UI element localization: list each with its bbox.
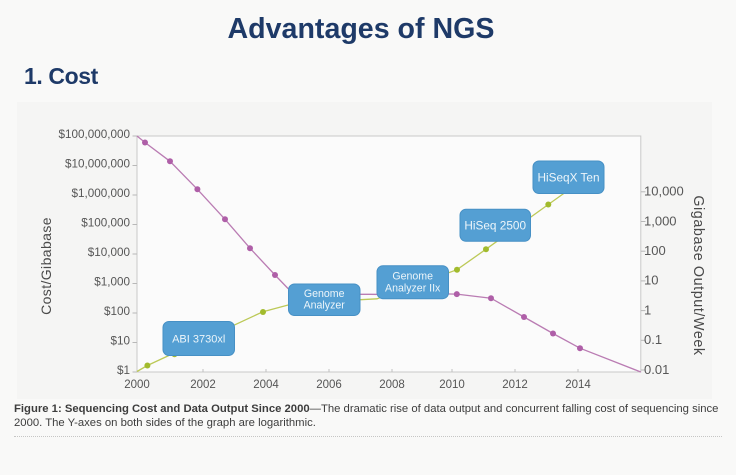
svg-text:10,000: 10,000 (644, 184, 684, 199)
svg-text:$1,000,000: $1,000,000 (72, 187, 131, 200)
svg-text:2006: 2006 (316, 379, 342, 391)
svg-text:Analyzer: Analyzer (304, 299, 346, 311)
svg-text:$1: $1 (117, 364, 130, 377)
svg-text:Cost/Gibabase: Cost/Gibabase (38, 217, 54, 315)
svg-text:HiSeq 2500: HiSeq 2500 (464, 219, 526, 233)
svg-text:$10: $10 (110, 335, 130, 348)
svg-text:Genome: Genome (392, 271, 433, 283)
svg-text:Genome: Genome (304, 288, 345, 300)
svg-text:2000: 2000 (124, 379, 150, 391)
svg-text:2012: 2012 (502, 379, 528, 391)
svg-text:2008: 2008 (379, 379, 405, 391)
svg-text:2004: 2004 (253, 379, 279, 391)
svg-text:$1,000: $1,000 (94, 276, 130, 289)
svg-text:0.1: 0.1 (644, 332, 662, 347)
svg-text:$100,000,000: $100,000,000 (59, 128, 131, 141)
svg-text:HiSeqX Ten: HiSeqX Ten (537, 171, 599, 185)
svg-text:Gigabase Output/Week: Gigabase Output/Week (690, 195, 706, 356)
svg-text:1: 1 (644, 302, 651, 317)
svg-text:$100: $100 (104, 305, 131, 318)
svg-text:2010: 2010 (439, 379, 465, 391)
svg-text:2002: 2002 (190, 379, 216, 391)
svg-text:$100,000: $100,000 (81, 217, 130, 230)
svg-text:2014: 2014 (565, 379, 591, 391)
svg-text:$10,000: $10,000 (88, 246, 131, 259)
svg-text:1,000: 1,000 (644, 213, 677, 228)
svg-text:0.01: 0.01 (644, 362, 669, 377)
svg-text:10: 10 (644, 273, 658, 288)
svg-text:100: 100 (644, 243, 666, 258)
svg-text:$10,000,000: $10,000,000 (65, 158, 130, 171)
svg-text:ABI 3730xl: ABI 3730xl (172, 334, 225, 346)
svg-text:Analyzer IIx: Analyzer IIx (385, 283, 441, 295)
